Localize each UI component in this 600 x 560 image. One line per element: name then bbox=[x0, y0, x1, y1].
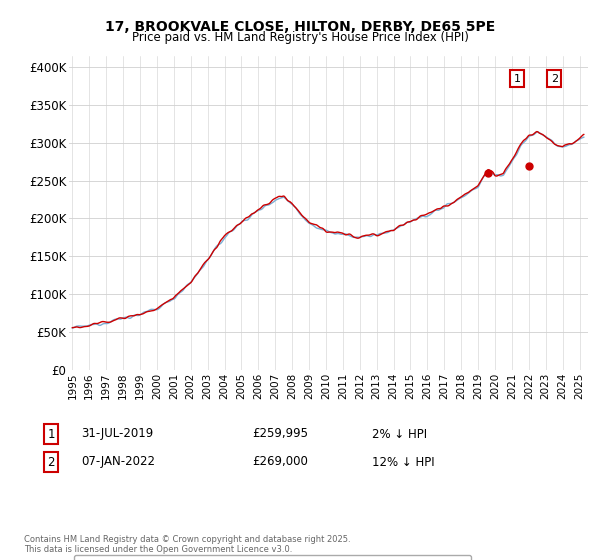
Text: 31-JUL-2019: 31-JUL-2019 bbox=[81, 427, 153, 441]
Text: 1: 1 bbox=[514, 74, 520, 83]
Text: 2: 2 bbox=[551, 74, 558, 83]
Text: 12% ↓ HPI: 12% ↓ HPI bbox=[372, 455, 434, 469]
Text: Price paid vs. HM Land Registry's House Price Index (HPI): Price paid vs. HM Land Registry's House … bbox=[131, 31, 469, 44]
Text: Contains HM Land Registry data © Crown copyright and database right 2025.
This d: Contains HM Land Registry data © Crown c… bbox=[24, 535, 350, 554]
Text: 2: 2 bbox=[47, 455, 55, 469]
Text: 1: 1 bbox=[47, 427, 55, 441]
Legend: 17, BROOKVALE CLOSE, HILTON, DERBY, DE65 5PE (detached house), HPI: Average pric: 17, BROOKVALE CLOSE, HILTON, DERBY, DE65… bbox=[74, 554, 471, 560]
Text: £269,000: £269,000 bbox=[252, 455, 308, 469]
Text: £259,995: £259,995 bbox=[252, 427, 308, 441]
Text: 17, BROOKVALE CLOSE, HILTON, DERBY, DE65 5PE: 17, BROOKVALE CLOSE, HILTON, DERBY, DE65… bbox=[105, 20, 495, 34]
Text: 2% ↓ HPI: 2% ↓ HPI bbox=[372, 427, 427, 441]
Text: 07-JAN-2022: 07-JAN-2022 bbox=[81, 455, 155, 469]
